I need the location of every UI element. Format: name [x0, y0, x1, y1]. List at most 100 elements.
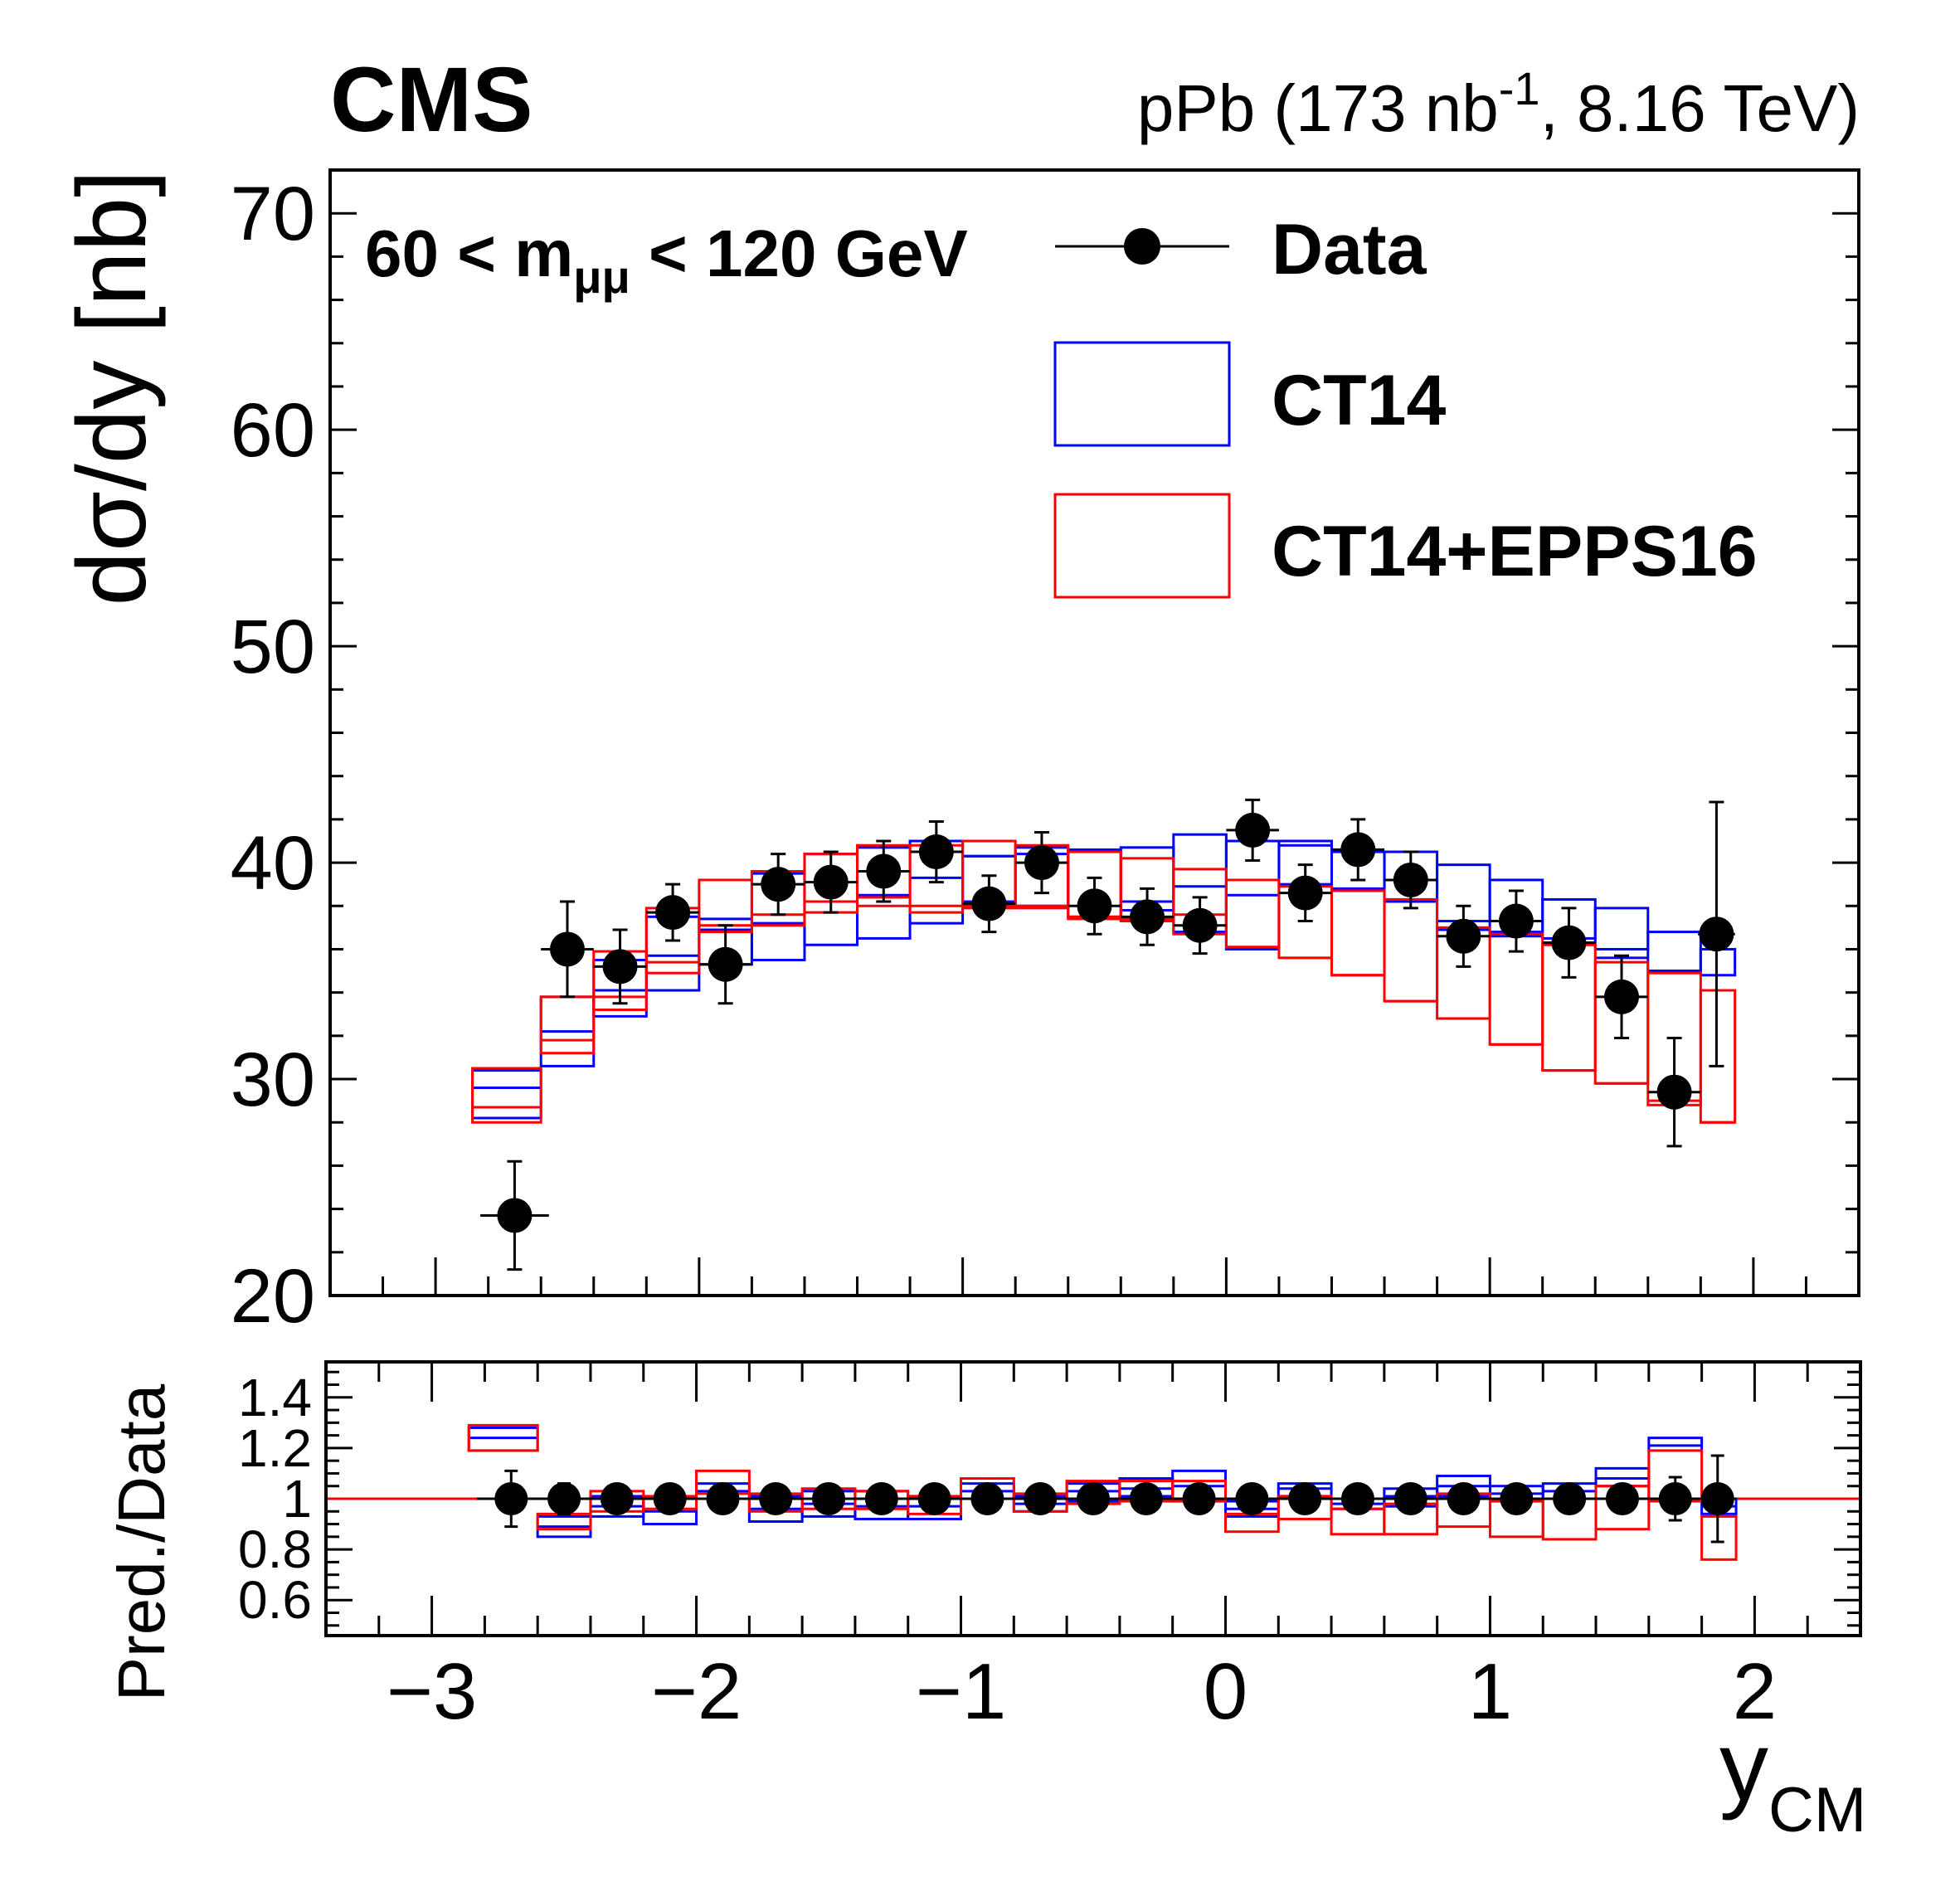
prediction-band — [1646, 931, 1702, 973]
ratio-band — [1700, 1514, 1738, 1561]
prediction-band — [1699, 989, 1737, 1124]
data-point — [655, 895, 691, 931]
ratio-ticks — [326, 1362, 1862, 1636]
main-y-tick-labels: 20 30 40 50 60 70 — [231, 172, 315, 1339]
x-tick-labels: −3 −2 −1 0 1 2 — [387, 1647, 1777, 1736]
ratio-data-point — [547, 1482, 581, 1515]
legend: Data CT14 CT14+EPPS16 — [1053, 210, 1758, 599]
ratio-data-point — [1129, 1482, 1163, 1515]
main-y-tick-label: 60 — [231, 388, 315, 473]
ratio-data-point — [1182, 1482, 1216, 1515]
ratio-data-point — [1024, 1482, 1058, 1515]
ratio-band — [467, 1423, 539, 1452]
legend-data-label: Data — [1272, 210, 1427, 289]
ratio-data-point — [706, 1482, 740, 1515]
prediction-band — [1224, 878, 1281, 949]
prediction-band — [471, 1067, 542, 1124]
data-point — [602, 949, 638, 985]
legend-entry-data: Data — [1055, 210, 1427, 289]
data-point — [497, 1198, 533, 1233]
prediction-band — [471, 1069, 542, 1120]
data-point — [1024, 845, 1059, 881]
ratio-band — [1647, 1437, 1704, 1452]
x-tick-label: −2 — [651, 1647, 742, 1736]
main-frame — [328, 168, 1860, 1297]
ratio-y-tick-label: 1 — [282, 1469, 312, 1529]
data-point — [1699, 916, 1734, 952]
ratio-data-point — [759, 1482, 793, 1515]
ct14-epps16-bands — [471, 839, 1737, 1124]
prediction-band — [539, 995, 596, 1055]
main-y-tick-label: 20 — [231, 1254, 315, 1339]
x-tick-label: −1 — [916, 1647, 1006, 1736]
data-point — [1498, 903, 1534, 939]
data-point — [813, 864, 849, 900]
ratio-y-tick-label: 0.6 — [238, 1570, 312, 1630]
main-y-axis-label: dσ/dy [nb] — [57, 170, 167, 605]
x-tick-label: −3 — [387, 1647, 477, 1736]
data-point — [1077, 888, 1112, 924]
legend-epps16-label: CT14+EPPS16 — [1272, 512, 1758, 591]
ratio-frame — [324, 1360, 1862, 1637]
x-tick-label: 0 — [1204, 1647, 1247, 1736]
prediction-band — [698, 878, 753, 934]
prediction-band — [1383, 897, 1439, 1003]
x-tick-label: 1 — [1468, 1647, 1512, 1736]
main-y-tick-label: 40 — [231, 821, 315, 906]
data-point — [761, 867, 796, 902]
ratio-data-point — [812, 1482, 846, 1515]
data-point — [1235, 812, 1271, 848]
legend-ct14-box — [1053, 341, 1231, 447]
ratio-data-point — [1658, 1482, 1692, 1515]
main-ticks — [330, 168, 1860, 1297]
main-y-tick-label: 70 — [231, 172, 315, 256]
legend-data-marker — [1124, 228, 1160, 265]
data-points — [480, 798, 1735, 1271]
legend-entry-ct14-epps16: CT14+EPPS16 — [1053, 493, 1758, 599]
ratio-panel: 0.60.811.21.4 −3 −2 −1 0 1 2 Pred./Data yCM — [105, 1360, 1866, 1845]
data-point — [1551, 925, 1587, 960]
x-axis-label: yCM — [1719, 1712, 1866, 1845]
ratio-data-point — [653, 1482, 687, 1515]
ratio-y-tick-label: 1.2 — [238, 1418, 312, 1478]
ratio-data-point — [1553, 1482, 1587, 1515]
ct14-bands — [471, 833, 1737, 1120]
main-y-tick-label: 30 — [231, 1038, 315, 1122]
ratio-data-point — [600, 1482, 634, 1515]
main-panel: 20 30 40 50 60 70 dσ/dy [nb] 60 < mμμ < 120 G… — [57, 168, 1860, 1339]
main-y-tick-label: 50 — [231, 605, 315, 689]
ratio-y-tick-labels: 0.60.811.21.4 — [238, 1368, 312, 1630]
data-point — [549, 931, 585, 967]
ratio-data-point — [970, 1482, 1004, 1515]
data-point — [1340, 832, 1376, 868]
ratio-data-point — [1605, 1482, 1639, 1515]
ratio-data-point — [1077, 1482, 1110, 1515]
ratio-data-point — [917, 1482, 951, 1515]
legend-ct14-label: CT14 — [1272, 361, 1446, 440]
ratio-data-point — [494, 1482, 528, 1515]
data-point — [1287, 875, 1323, 911]
ratio-data-point — [1235, 1482, 1269, 1515]
data-point — [1604, 979, 1640, 1014]
data-point — [1182, 907, 1218, 943]
ratio-y-axis-label: Pred./Data — [105, 1383, 178, 1701]
experiment-label: CMS — [330, 49, 533, 151]
x-tick-label: 2 — [1733, 1647, 1777, 1736]
data-point — [971, 886, 1007, 921]
mass-range-annotation: 60 < mμμ < 120 GeV — [365, 216, 968, 303]
data-point — [1393, 862, 1428, 897]
ratio-data-point — [1447, 1482, 1481, 1515]
prediction-band — [1330, 889, 1386, 977]
legend-entry-ct14: CT14 — [1053, 341, 1446, 447]
ratio-data-point — [1393, 1482, 1427, 1515]
data-point — [708, 946, 743, 982]
data-point — [918, 834, 954, 870]
ratio-y-tick-label: 0.8 — [238, 1519, 312, 1579]
ratio-data-point — [864, 1482, 898, 1515]
data-point — [1446, 918, 1481, 954]
ratio-data-point — [1288, 1482, 1322, 1515]
prediction-band — [1699, 947, 1737, 977]
data-point — [1130, 899, 1165, 935]
ratio-y-tick-label: 1.4 — [238, 1368, 312, 1427]
